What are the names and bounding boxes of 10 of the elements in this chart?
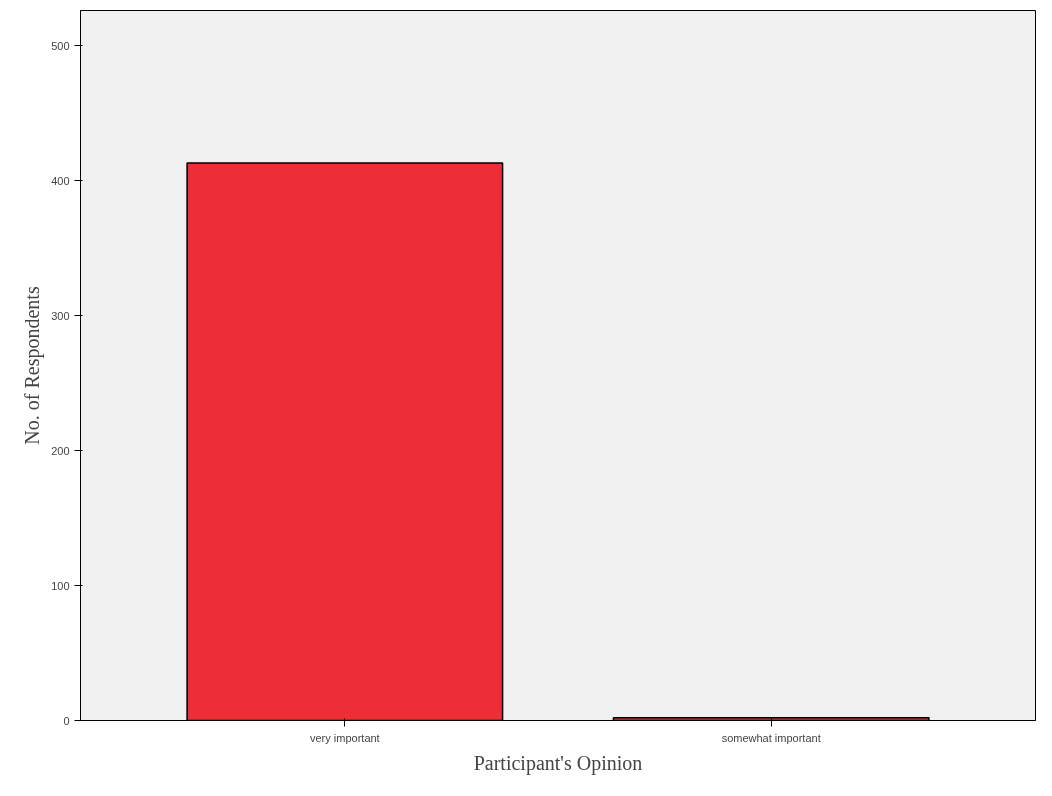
y-tick-label: 100 <box>51 579 70 592</box>
y-tick-label: 0 <box>63 714 70 727</box>
y-tick-label: 500 <box>51 39 70 52</box>
y-axis-title: No. of Respondents <box>21 286 45 445</box>
y-tick-label: 400 <box>51 174 70 187</box>
y-tick-label: 200 <box>51 444 70 457</box>
x-tick-label: very important <box>309 731 380 744</box>
x-tick-label: somewhat important <box>721 731 821 744</box>
y-tick-label: 300 <box>51 309 70 322</box>
x-axis-title: Participant's Opinion <box>473 751 643 775</box>
